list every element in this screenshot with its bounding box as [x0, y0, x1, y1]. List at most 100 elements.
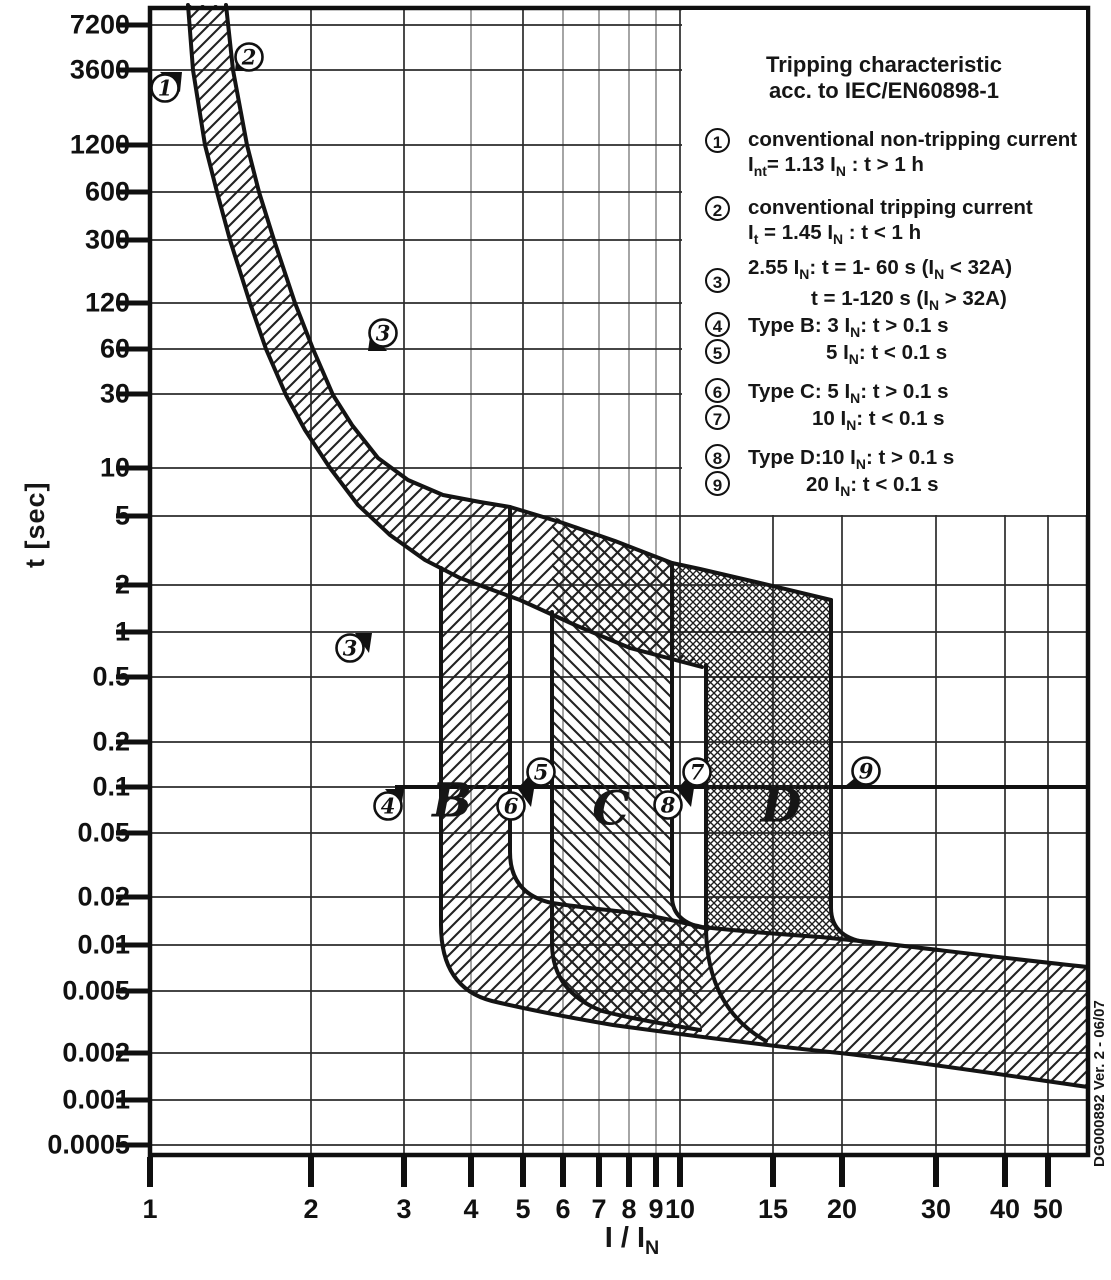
- legend-item-text: 20 IN: t < 0.1 s: [748, 473, 1078, 504]
- curve-tripping-curve: [224, 3, 833, 602]
- x-tick-label: 9: [648, 1194, 664, 1224]
- legend-item-number: 1: [705, 128, 730, 153]
- curve-C-upper: [670, 561, 706, 930]
- axis-ticks: [116, 22, 1051, 1187]
- legend-title-line2: acc. to IEC/EN60898-1: [769, 78, 999, 103]
- y-tick-label: 60: [99, 333, 130, 364]
- curve-D-lower: [704, 663, 768, 1043]
- subscript: N: [840, 483, 851, 500]
- y-tick-label: 7200: [69, 9, 130, 40]
- y-tick-label: 0.005: [62, 975, 130, 1006]
- x-tick-label: 50: [1032, 1194, 1064, 1224]
- legend-item-line: t = 1-120 s (IN > 32A): [811, 286, 1007, 313]
- legend-item-number: 2: [705, 196, 730, 221]
- y-tick-label: 5: [114, 500, 130, 531]
- callout-circle: [234, 42, 264, 72]
- x-tick-label: 10: [664, 1194, 696, 1224]
- legend-item-text: conventional non-tripping current Int= 1.…: [748, 128, 1078, 183]
- legend-item-line: Int= 1.13 IN : t > 1 h: [748, 152, 924, 179]
- subscript: N: [855, 456, 866, 473]
- x-tick-label: 15: [757, 1194, 789, 1224]
- legend-item-text: 10 IN: t < 0.1 s: [748, 407, 1078, 438]
- legend-item-number: 4: [705, 312, 730, 337]
- subscript: N: [928, 296, 940, 313]
- x-tick-label: 30: [920, 1194, 952, 1224]
- y-tick-label: 1200: [69, 129, 130, 160]
- x-tick-label: 4: [463, 1194, 479, 1224]
- legend-item-text: 2.55 IN: t = 1- 60 s (IN < 32A) t = 1-120…: [748, 256, 1078, 317]
- legend-item-text: conventional tripping current It = 1.45 I…: [748, 196, 1078, 251]
- subscript: N: [833, 230, 844, 247]
- x-axis-title: I / IN: [604, 1222, 660, 1259]
- callout-circle: [373, 791, 403, 821]
- subscript: N: [645, 1236, 660, 1259]
- legend-item-number: 5: [705, 339, 730, 364]
- callout-circle: [335, 633, 365, 663]
- subscript: N: [850, 390, 861, 407]
- legend-item-number: 3: [705, 268, 730, 293]
- plot-border: [147, 5, 1091, 1158]
- callout-circle: [653, 790, 683, 820]
- legend-item-number: 8: [705, 444, 730, 469]
- callout-number: 3: [376, 321, 391, 346]
- legend-item-number: 6: [705, 378, 730, 403]
- curve-C-lower: [550, 610, 702, 1032]
- callout-circle: [368, 318, 398, 348]
- callout-circle: [150, 73, 180, 103]
- region-label-D: D: [760, 778, 802, 834]
- y-tick-label: 0.2: [92, 726, 130, 757]
- callout-pointer-triangle: [676, 788, 694, 807]
- callout-number: 3: [343, 636, 358, 661]
- hatched-regions: [188, 5, 1088, 1087]
- legend-item-line: conventional tripping current: [748, 196, 1033, 219]
- x-tick-label: 8: [621, 1194, 637, 1224]
- legend-item-line: It = 1.45 IN : t < 1 h: [748, 220, 922, 247]
- y-tick-label: 300: [84, 224, 130, 255]
- legend-item-line: Type D:10 IN: t > 0.1 s: [748, 446, 955, 473]
- y-axis-title: t [sec]: [20, 481, 50, 568]
- callout-circle: [682, 757, 712, 787]
- callout-circle: [526, 757, 556, 787]
- callout-number: 4: [381, 794, 396, 819]
- y-tick-label: 0.001: [62, 1084, 130, 1115]
- legend-item-line: 10 IN: t < 0.1 s: [812, 407, 945, 434]
- x-tick-label: 6: [555, 1194, 571, 1224]
- x-tick-label: 5: [515, 1194, 531, 1224]
- y-tick-label: 10: [99, 452, 130, 483]
- curve-non-tripping-curve: [186, 3, 704, 669]
- callout-number: 8: [660, 793, 676, 818]
- region-type-D: [674, 563, 871, 943]
- callout-circle: [851, 756, 881, 786]
- subscript: N: [835, 162, 846, 179]
- subscript: t: [753, 230, 759, 247]
- subscript: N: [850, 324, 861, 341]
- callout-number: 1: [158, 76, 173, 101]
- callout-pointer-triangle: [518, 789, 534, 807]
- legend-item-number: 7: [705, 405, 730, 430]
- legend-item-line: 20 IN: t < 0.1 s: [806, 473, 939, 500]
- legend-item-line: Type C: 5 IN: t > 0.1 s: [748, 380, 949, 407]
- y-tick-label: 0.002: [62, 1037, 130, 1068]
- y-tick-label: 2: [114, 569, 130, 600]
- legend-title-line1: Tripping characteristic: [766, 52, 1002, 77]
- y-tick-label: 0.02: [77, 881, 130, 912]
- legend-item-text: Type C: 5 IN: t > 0.1 s: [748, 380, 1078, 411]
- legend-item-line: Type B: 3 IN: t > 0.1 s: [748, 314, 949, 341]
- subscript: N: [799, 266, 810, 283]
- legend-item-line: 5 IN: t < 0.1 s: [826, 341, 948, 368]
- y-tick-label: 0.05: [77, 817, 130, 848]
- legend-item-line: 2.55 IN: t = 1- 60 s (IN < 32A): [748, 256, 1013, 283]
- x-tick-label: 2: [303, 1194, 319, 1224]
- x-tick-label: 20: [826, 1194, 858, 1224]
- region-label-B: B: [432, 773, 472, 829]
- subscript: N: [848, 351, 859, 368]
- legend-item-number: 9: [705, 471, 730, 496]
- y-tick-label: 120: [84, 287, 130, 318]
- curve-D-upper: [829, 598, 873, 945]
- y-tick-label: 0.5: [92, 661, 130, 692]
- x-tick-label: 40: [989, 1194, 1021, 1224]
- y-tick-label: 600: [84, 176, 130, 207]
- document-reference-sidenote: DG000892 Ver. 2 - 06/07: [1091, 1000, 1108, 1167]
